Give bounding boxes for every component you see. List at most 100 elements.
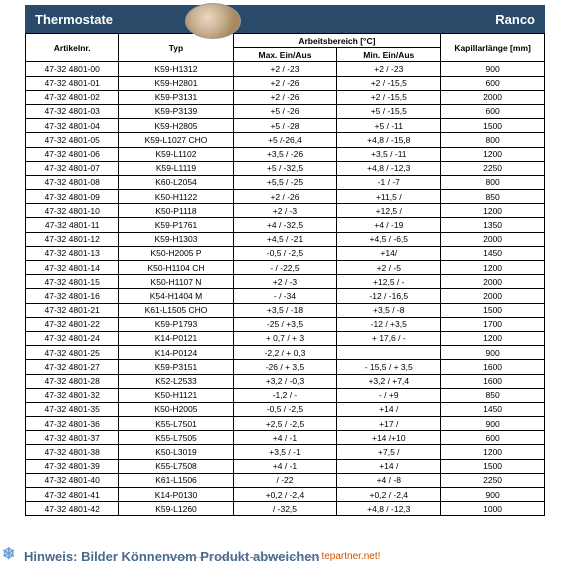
cell-mx: -26 / + 3,5: [233, 360, 337, 374]
table-row: 47-32 4801-37K55-L7505+4 / -1+14 /+10600: [26, 431, 545, 445]
cell-t: K54-H1404 M: [119, 289, 233, 303]
cell-a: 47-32 4801-36: [26, 417, 119, 431]
cell-mn: +7,5 /: [337, 445, 441, 459]
cell-mx: -0,5 / -2,5: [233, 246, 337, 260]
table-row: 47-32 4801-07K59-L1119+5 / -32,5+4,8 / -…: [26, 161, 545, 175]
table-row: 47-32 4801-12K59-H1303+4,5 / -21+4,5 / -…: [26, 232, 545, 246]
cell-k: 1200: [441, 445, 545, 459]
header-title-left: Thermostate: [25, 12, 495, 27]
cell-mx: +5 / -26: [233, 104, 337, 118]
table-row: 47-32 4801-36K55-L7501+2,5 / -2,5+17 /90…: [26, 417, 545, 431]
table-row: 47-32 4801-22K59-P1793-25 / +3,5-12 / +3…: [26, 317, 545, 331]
cell-k: 2000: [441, 232, 545, 246]
cell-mn: +0,2 / -2,4: [337, 488, 441, 502]
cell-a: 47-32 4801-16: [26, 289, 119, 303]
table-row: 47-32 4801-27K59-P3151-26 / + 3,5- 15,5 …: [26, 360, 545, 374]
table-body: 47-32 4801-00K59-H1312+2 / -23+2 / -2390…: [26, 62, 545, 516]
cell-mx: +5 / -32,5: [233, 161, 337, 175]
cell-mx: +2 / -26: [233, 90, 337, 104]
cell-mx: +3,5 / -18: [233, 303, 337, 317]
cell-t: K59-P1761: [119, 218, 233, 232]
table-row: 47-32 4801-09K50-H1122+2 / -26+11,5 /850: [26, 190, 545, 204]
cell-mn: - 15,5 / + 3,5: [337, 360, 441, 374]
cell-mn: +2 / -5: [337, 261, 441, 275]
cell-k: 1700: [441, 317, 545, 331]
table-row: 47-32 4801-06K59-L1102+3,5 / -26+3,5 / -…: [26, 147, 545, 161]
cell-t: K59-L1119: [119, 161, 233, 175]
col-kapillar: Kapillarlänge [mm]: [441, 34, 545, 62]
cell-mn: +2 / -23: [337, 62, 441, 76]
cell-a: 47-32 4801-07: [26, 161, 119, 175]
cell-mn: +4,8 / -12,3: [337, 161, 441, 175]
cell-mn: +5 / -11: [337, 119, 441, 133]
cell-t: K50-H1121: [119, 388, 233, 402]
cell-k: 1200: [441, 331, 545, 345]
cell-a: 47-32 4801-38: [26, 445, 119, 459]
cell-a: 47-32 4801-28: [26, 374, 119, 388]
cell-mn: +2 / -15,5: [337, 90, 441, 104]
cell-a: 47-32 4801-15: [26, 275, 119, 289]
cell-t: K59-P3139: [119, 104, 233, 118]
cell-a: 47-32 4801-11: [26, 218, 119, 232]
cell-k: 600: [441, 431, 545, 445]
cell-k: 2250: [441, 473, 545, 487]
cell-a: 47-32 4801-35: [26, 402, 119, 416]
cell-a: 47-32 4801-08: [26, 175, 119, 189]
cell-k: 1500: [441, 303, 545, 317]
cell-t: K14-P0130: [119, 488, 233, 502]
table-row: 47-32 4801-15K50-H1107 N+2 / -3+12,5 / -…: [26, 275, 545, 289]
cell-mx: -1,2 / -: [233, 388, 337, 402]
cell-t: K59-P3151: [119, 360, 233, 374]
cell-mx: +2,5 / -2,5: [233, 417, 337, 431]
cell-t: K50-H1122: [119, 190, 233, 204]
thermostat-sheet: Thermostate Ranco Artikelnr. Typ Arbeits…: [25, 5, 545, 516]
cell-mn: +11,5 /: [337, 190, 441, 204]
cell-k: 1200: [441, 147, 545, 161]
cell-a: 47-32 4801-27: [26, 360, 119, 374]
cell-mx: - / -34: [233, 289, 337, 303]
cell-mx: +3,2 / -0,3: [233, 374, 337, 388]
cell-k: 850: [441, 190, 545, 204]
cell-t: K14-P0124: [119, 346, 233, 360]
cell-t: K55-L7508: [119, 459, 233, 473]
cell-mx: - / -22,5: [233, 261, 337, 275]
cell-k: 850: [441, 388, 545, 402]
cell-k: 1200: [441, 261, 545, 275]
cell-mn: +5 / -15,5: [337, 104, 441, 118]
cell-t: K50-H1107 N: [119, 275, 233, 289]
cell-k: 1600: [441, 374, 545, 388]
cell-mn: +3,2 / +7,4: [337, 374, 441, 388]
table-row: 47-32 4801-39K55-L7508+4 / -1+14 /1500: [26, 459, 545, 473]
cell-mx: +4 / -32,5: [233, 218, 337, 232]
cell-mx: +5 /-26,4: [233, 133, 337, 147]
table-row: 47-32 4801-21K61-L1505 CHO+3,5 / -18+3,5…: [26, 303, 545, 317]
table-row: 47-32 4801-11K59-P1761+4 / -32,5+4 / -19…: [26, 218, 545, 232]
cell-a: 47-32 4801-03: [26, 104, 119, 118]
cell-a: 47-32 4801-37: [26, 431, 119, 445]
cell-a: 47-32 4801-42: [26, 502, 119, 516]
table-row: 47-32 4801-32K50-H1121-1,2 / -- / +9850: [26, 388, 545, 402]
product-image: [185, 3, 241, 39]
table-row: 47-32 4801-25K14-P0124-2,2 / + 0,3900: [26, 346, 545, 360]
cell-mx: +2 / -26: [233, 76, 337, 90]
cell-a: 47-32 4801-21: [26, 303, 119, 317]
cell-a: 47-32 4801-39: [26, 459, 119, 473]
cell-k: 2000: [441, 289, 545, 303]
cell-mn: -12 / -16,5: [337, 289, 441, 303]
table-row: 47-32 4801-35K50-H2005-0,5 / -2,5+14 /14…: [26, 402, 545, 416]
cell-k: 800: [441, 133, 545, 147]
cell-k: 1000: [441, 502, 545, 516]
col-max: Max. Ein/Aus: [233, 48, 337, 62]
cell-k: 800: [441, 175, 545, 189]
cell-k: 1500: [441, 119, 545, 133]
cell-k: 1350: [441, 218, 545, 232]
cell-mx: +2 / -3: [233, 204, 337, 218]
col-artikelnr: Artikelnr.: [26, 34, 119, 62]
cell-mx: +5,5 / -25: [233, 175, 337, 189]
cell-t: K59-P1793: [119, 317, 233, 331]
cell-mx: + 0,7 / + 3: [233, 331, 337, 345]
header-bar: Thermostate Ranco: [25, 5, 545, 33]
cell-k: 900: [441, 488, 545, 502]
cell-mx: +2 / -26: [233, 190, 337, 204]
cell-k: 2000: [441, 90, 545, 104]
